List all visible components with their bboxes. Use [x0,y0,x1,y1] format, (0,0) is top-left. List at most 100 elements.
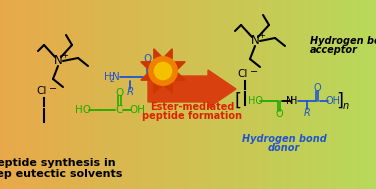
Bar [272,0,274,189]
Bar [242,0,244,189]
Bar [34,0,36,189]
Bar [144,0,146,189]
Bar [323,0,326,189]
Polygon shape [175,73,185,80]
Bar [95,0,97,189]
Bar [212,0,214,189]
Text: OH: OH [155,72,171,82]
Bar [148,0,150,189]
Bar [253,0,255,189]
Bar [292,0,294,189]
Polygon shape [154,49,161,59]
Bar [360,0,362,189]
Bar [188,0,190,189]
Bar [30,0,32,189]
Bar [361,0,363,189]
Bar [109,0,111,189]
Bar [38,0,40,189]
Bar [224,0,227,189]
Bar [199,0,202,189]
Bar [303,0,306,189]
Text: ]: ] [337,92,344,110]
Bar [302,0,304,189]
Bar [204,0,206,189]
Bar [49,0,51,189]
Bar [14,0,16,189]
Bar [278,0,280,189]
Bar [364,0,366,189]
Bar [287,0,289,189]
Bar [128,0,130,189]
Text: Hydrogen bond: Hydrogen bond [242,134,326,144]
Bar [358,0,361,189]
Text: −: − [49,84,57,94]
Bar [357,0,359,189]
Bar [214,0,217,189]
Bar [184,0,186,189]
Text: n: n [343,101,349,111]
Polygon shape [141,62,151,69]
Bar [350,0,352,189]
Bar [249,0,252,189]
Bar [172,0,174,189]
Bar [215,0,218,189]
Text: O: O [275,109,283,119]
Bar [104,0,106,189]
Bar [98,0,100,189]
Bar [327,0,329,189]
Bar [320,0,322,189]
Bar [106,0,109,189]
Bar [371,0,373,189]
Bar [213,0,215,189]
Circle shape [148,56,178,86]
Bar [27,0,30,189]
Bar [367,0,370,189]
Bar [217,0,219,189]
Bar [294,0,297,189]
Bar [23,0,25,189]
Bar [103,0,105,189]
Bar [330,0,332,189]
Bar [232,0,234,189]
Bar [246,0,248,189]
Bar [179,0,182,189]
Bar [140,0,143,189]
Bar [262,0,264,189]
Bar [19,0,21,189]
Bar [124,0,126,189]
Bar [206,0,208,189]
Bar [372,0,374,189]
Bar [24,0,26,189]
Bar [209,0,212,189]
FancyArrow shape [148,70,236,108]
Bar [52,0,54,189]
Text: H: H [290,96,298,106]
Bar [61,0,64,189]
Text: Peptide synthesis in: Peptide synthesis in [0,158,115,168]
Bar [58,0,60,189]
Bar [86,0,89,189]
Text: N: N [54,54,62,67]
Bar [326,0,328,189]
Bar [159,0,161,189]
Bar [146,0,148,189]
Bar [279,0,282,189]
Bar [91,0,94,189]
Bar [251,0,253,189]
Bar [305,0,307,189]
Bar [318,0,321,189]
Bar [337,0,340,189]
Bar [258,0,261,189]
Bar [315,0,317,189]
Text: HO: HO [248,96,263,106]
Bar [237,0,239,189]
Bar [163,0,165,189]
Text: +: + [62,51,68,60]
Bar [130,0,133,189]
Bar [139,0,141,189]
Bar [291,0,293,189]
Bar [243,0,246,189]
Bar [100,0,103,189]
Bar [119,0,121,189]
Bar [114,0,116,189]
